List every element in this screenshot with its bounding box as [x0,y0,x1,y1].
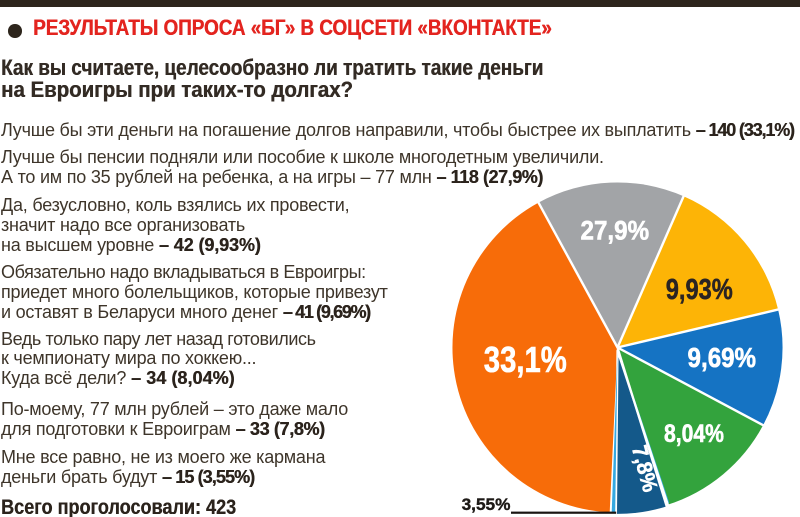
svg-text:3,55%: 3,55% [462,496,511,514]
svg-text:8,04%: 8,04% [664,421,724,448]
svg-text:27,9%: 27,9% [581,216,650,246]
svg-text:9,93%: 9,93% [666,274,733,306]
svg-text:9,69%: 9,69% [688,342,757,373]
svg-text:33,1%: 33,1% [484,340,567,380]
